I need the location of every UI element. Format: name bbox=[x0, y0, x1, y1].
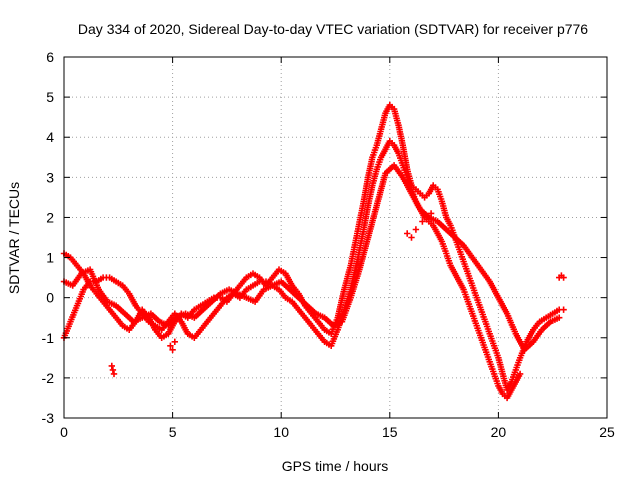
data-point bbox=[427, 210, 435, 217]
data-point bbox=[169, 346, 176, 353]
x-axis-label: GPS time / hours bbox=[282, 458, 389, 474]
tick-layer: -3 -2 -1 0 1 2 3 4 5 6 0 5 10 15 20 25 bbox=[42, 49, 615, 440]
y-tick-label: 5 bbox=[46, 89, 54, 105]
data-point bbox=[108, 362, 115, 370]
data-point bbox=[560, 274, 567, 281]
data-point bbox=[167, 342, 174, 349]
data-point bbox=[419, 218, 426, 225]
data-point bbox=[404, 230, 411, 237]
data-point bbox=[423, 214, 430, 221]
data-point bbox=[412, 226, 420, 233]
data-point bbox=[560, 306, 567, 313]
y-tick-label: 3 bbox=[46, 169, 54, 185]
data-series bbox=[60, 162, 563, 353]
data-layer bbox=[60, 101, 567, 402]
x-tick-label: 25 bbox=[599, 424, 615, 440]
grid-layer bbox=[64, 57, 607, 418]
x-tick-label: 10 bbox=[273, 424, 289, 440]
data-series bbox=[108, 210, 567, 378]
x-tick-label: 0 bbox=[60, 424, 68, 440]
data-series bbox=[60, 101, 567, 394]
y-tick-label: 2 bbox=[46, 209, 54, 225]
plot-frame bbox=[63, 56, 608, 419]
x-tick-label: 15 bbox=[382, 424, 398, 440]
chart-title: Day 334 of 2020, Sidereal Day-to-day VTE… bbox=[78, 21, 588, 37]
data-point bbox=[171, 338, 178, 345]
y-axis-label: SDTVAR / TECUs bbox=[6, 182, 22, 294]
y-tick-label: 4 bbox=[46, 129, 54, 145]
y-tick-label: -2 bbox=[42, 370, 55, 386]
x-tick-label: 20 bbox=[491, 424, 507, 440]
data-point bbox=[556, 314, 563, 321]
data-point bbox=[110, 370, 118, 378]
y-tick-label: 6 bbox=[46, 49, 54, 65]
y-tick-label: -1 bbox=[42, 330, 55, 346]
data-point bbox=[109, 366, 117, 374]
y-tick-label: 1 bbox=[46, 250, 54, 266]
x-tick-label: 5 bbox=[169, 424, 177, 440]
data-point bbox=[408, 234, 415, 241]
y-tick-label: -3 bbox=[42, 410, 55, 426]
y-tick-label: 0 bbox=[46, 290, 54, 306]
data-point bbox=[516, 370, 524, 378]
